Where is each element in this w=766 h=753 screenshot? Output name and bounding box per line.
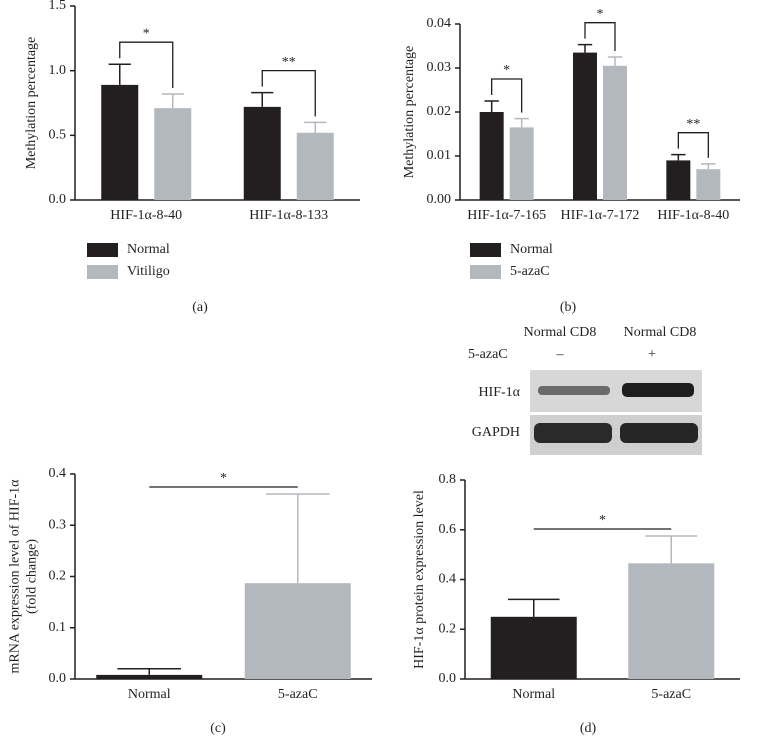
significance-label: ** <box>686 117 700 132</box>
y-tick-label: 1.5 <box>49 0 67 13</box>
legend-label: 5-azaC <box>510 264 550 279</box>
y-axis-label: (fold change) <box>25 539 40 614</box>
error-bar <box>484 100 499 112</box>
error-bar <box>671 153 686 161</box>
error-bar <box>304 121 327 133</box>
error-bar <box>514 117 529 128</box>
significance-label: * <box>143 26 150 41</box>
blot-column: Normal CD8 <box>624 325 697 340</box>
legend-swatch <box>470 265 501 279</box>
significance-label: * <box>597 7 604 22</box>
blot-band <box>620 423 698 443</box>
y-tick-label: 0.00 <box>427 192 452 207</box>
blot-treatment: + <box>648 347 656 362</box>
blot-row: GAPDH <box>472 425 520 440</box>
y-tick-label: 0.4 <box>49 466 67 481</box>
y-tick-label: 0.6 <box>439 522 457 537</box>
significance-bracket <box>584 22 616 51</box>
blot-treatment-label: 5-azaC <box>468 347 508 362</box>
significance-bracket <box>119 41 174 88</box>
significance-bracket <box>491 78 523 113</box>
y-tick-label: 0.3 <box>49 517 67 532</box>
bar <box>628 563 715 679</box>
y-tick-label: 0.01 <box>427 148 452 163</box>
blot-column: Normal CD8 <box>524 325 597 340</box>
blot: Normal CD8 Normal CD8 5-azaC – + HIF-1α … <box>468 325 702 455</box>
bar <box>573 52 597 200</box>
panel-label: (a) <box>192 300 208 315</box>
bar <box>96 674 203 679</box>
x-tick-label: HIF-1α-8-133 <box>249 208 328 223</box>
bar <box>154 108 192 200</box>
panel-label: (d) <box>580 721 597 736</box>
y-tick-label: 0.2 <box>439 621 457 636</box>
significance-label: * <box>220 471 227 486</box>
x-tick-label: HIF-1α-7-165 <box>467 208 546 223</box>
y-tick-label: 0.04 <box>427 16 452 31</box>
blot-treatment: – <box>556 347 565 362</box>
y-axis-label: Methylation percentage <box>24 37 39 170</box>
bar <box>490 616 577 679</box>
legend-swatch <box>87 265 118 279</box>
x-tick-label: Normal <box>512 687 555 702</box>
legend-swatch <box>87 243 118 257</box>
blot-band <box>534 423 612 443</box>
y-tick-label: 0.2 <box>49 569 67 584</box>
bar <box>244 583 351 679</box>
error-bar <box>251 91 274 107</box>
y-tick-label: 0.02 <box>427 104 452 119</box>
bar <box>101 84 139 200</box>
y-tick-label: 0.0 <box>439 671 457 686</box>
y-tick-label: 1.0 <box>49 63 67 78</box>
blot-band <box>538 386 610 395</box>
bar <box>243 106 281 200</box>
bar <box>296 132 334 200</box>
bar <box>603 65 627 200</box>
bar <box>479 112 504 200</box>
error-bar <box>108 63 131 85</box>
legend-label: Normal <box>510 242 553 257</box>
panel-label: (b) <box>560 300 577 315</box>
y-tick-label: 0.0 <box>49 671 67 686</box>
x-tick-label: HIF-1α-7-172 <box>561 208 640 223</box>
y-tick-label: 0.5 <box>49 128 67 143</box>
bar <box>666 160 691 200</box>
error-bar <box>265 493 330 584</box>
error-bar <box>701 163 716 170</box>
error-bar <box>117 668 182 675</box>
error-bar <box>577 43 593 53</box>
y-axis-label: mRNA expression level of HIF-1α <box>8 479 23 674</box>
x-tick-label: HIF-1α-8-40 <box>657 208 729 223</box>
legend-swatch <box>470 243 501 257</box>
y-axis-label: HIF-1α protein expression level <box>412 490 427 669</box>
y-tick-label: 0.03 <box>427 60 452 75</box>
error-bar <box>607 56 623 66</box>
y-tick-label: 0.8 <box>439 472 457 487</box>
x-tick-label: HIF-1α-8-40 <box>110 208 182 223</box>
bar <box>509 127 534 200</box>
significance-bracket <box>677 132 709 158</box>
blot-row: HIF-1α <box>478 385 520 400</box>
significance-bracket <box>261 70 316 117</box>
x-tick-label: 5-azaC <box>278 687 318 702</box>
blot-band <box>622 383 694 397</box>
significance-label: * <box>503 63 510 78</box>
error-bar <box>507 598 560 617</box>
y-axis-label: Methylation percentage <box>402 46 417 179</box>
legend-label: Normal <box>127 242 170 257</box>
error-bar <box>645 535 698 564</box>
significance-label: ** <box>282 55 296 70</box>
error-bar <box>161 93 184 109</box>
panel-label: (c) <box>210 721 226 736</box>
y-tick-label: 0.0 <box>49 192 67 207</box>
x-tick-label: Normal <box>128 687 171 702</box>
y-tick-label: 0.4 <box>439 572 457 587</box>
y-tick-label: 0.1 <box>49 620 67 635</box>
legend-label: Vitiligo <box>127 264 170 279</box>
bar <box>696 169 721 200</box>
x-tick-label: 5-azaC <box>651 687 691 702</box>
significance-label: * <box>599 513 606 528</box>
